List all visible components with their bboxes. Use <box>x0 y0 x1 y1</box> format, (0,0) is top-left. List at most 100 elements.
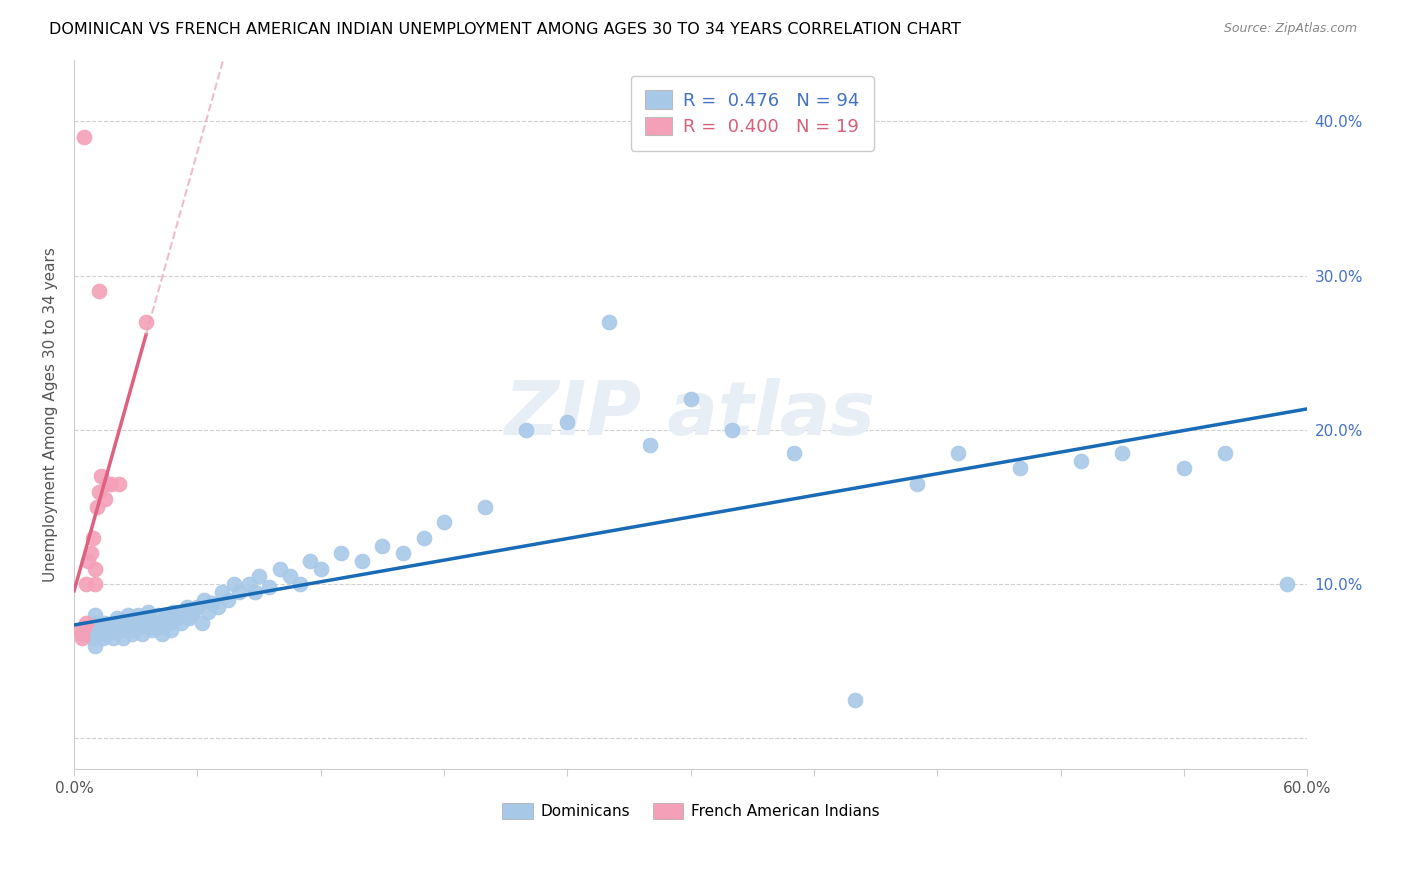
Text: DOMINICAN VS FRENCH AMERICAN INDIAN UNEMPLOYMENT AMONG AGES 30 TO 34 YEARS CORRE: DOMINICAN VS FRENCH AMERICAN INDIAN UNEM… <box>49 22 962 37</box>
Point <box>135 315 157 329</box>
Point <box>1008 461 1031 475</box>
Point <box>75 615 97 630</box>
Point <box>94 615 117 630</box>
Point <box>77 554 100 568</box>
Point <box>243 585 266 599</box>
Point <box>112 631 135 645</box>
Point <box>117 607 139 622</box>
Point <box>180 607 202 622</box>
Point <box>105 611 128 625</box>
Point <box>83 639 105 653</box>
Point <box>96 626 118 640</box>
Point <box>176 600 198 615</box>
Point <box>136 605 159 619</box>
Point <box>91 631 114 645</box>
Point <box>73 129 96 144</box>
Point <box>114 615 136 630</box>
Point <box>193 592 215 607</box>
Point <box>238 577 260 591</box>
Point <box>1173 461 1195 475</box>
Point <box>598 315 620 329</box>
Point <box>101 631 124 645</box>
Point <box>87 484 110 499</box>
Point <box>73 620 96 634</box>
Point <box>149 620 172 634</box>
Point <box>152 626 174 640</box>
Point <box>94 492 117 507</box>
Point <box>179 611 201 625</box>
Text: ZIP atlas: ZIP atlas <box>505 378 876 451</box>
Point <box>143 620 166 634</box>
Point <box>98 620 121 634</box>
Point <box>269 562 291 576</box>
Point <box>259 580 281 594</box>
Point <box>127 607 149 622</box>
Point <box>224 577 246 591</box>
Point <box>905 476 928 491</box>
Point <box>121 626 143 640</box>
Point <box>290 577 312 591</box>
Point <box>108 620 131 634</box>
Point <box>170 615 193 630</box>
Point <box>247 569 270 583</box>
Point <box>844 693 866 707</box>
Point <box>90 622 112 636</box>
Point <box>638 438 661 452</box>
Point <box>946 446 969 460</box>
Point <box>100 476 122 491</box>
Point <box>1111 446 1133 460</box>
Point <box>557 415 579 429</box>
Point <box>72 626 94 640</box>
Point <box>131 626 153 640</box>
Point <box>141 624 163 638</box>
Y-axis label: Unemployment Among Ages 30 to 34 years: Unemployment Among Ages 30 to 34 years <box>44 247 58 582</box>
Point <box>679 392 702 406</box>
Point <box>145 615 167 630</box>
Point <box>350 554 373 568</box>
Point <box>330 546 353 560</box>
Point <box>167 607 190 622</box>
Point <box>181 605 204 619</box>
Point <box>83 615 105 630</box>
Point <box>153 611 176 625</box>
Point <box>157 615 180 630</box>
Point <box>75 577 97 591</box>
Point <box>96 476 118 491</box>
Point <box>148 607 170 622</box>
Point <box>392 546 415 560</box>
Point <box>412 531 434 545</box>
Point <box>217 592 239 607</box>
Point <box>190 615 212 630</box>
Point <box>201 596 224 610</box>
Point <box>122 624 145 638</box>
Point <box>207 600 229 615</box>
Point <box>82 531 104 545</box>
Legend: Dominicans, French American Indians: Dominicans, French American Indians <box>496 797 886 825</box>
Point <box>94 624 117 638</box>
Point <box>186 600 208 615</box>
Point <box>73 624 96 638</box>
Point <box>211 585 233 599</box>
Point <box>118 620 141 634</box>
Point <box>162 605 184 619</box>
Point <box>87 284 110 298</box>
Point <box>155 607 177 622</box>
Point <box>172 605 194 619</box>
Point <box>128 620 150 634</box>
Point <box>197 605 219 619</box>
Point <box>83 562 105 576</box>
Point <box>110 624 132 638</box>
Point <box>69 624 91 638</box>
Point <box>82 631 104 645</box>
Point <box>1070 454 1092 468</box>
Point <box>83 577 105 591</box>
Point <box>72 631 94 645</box>
Point <box>132 615 155 630</box>
Text: Source: ZipAtlas.com: Source: ZipAtlas.com <box>1223 22 1357 36</box>
Point <box>77 626 100 640</box>
Point <box>309 562 332 576</box>
Point <box>100 625 122 640</box>
Point <box>108 476 131 491</box>
Point <box>90 469 112 483</box>
Point <box>299 554 322 568</box>
